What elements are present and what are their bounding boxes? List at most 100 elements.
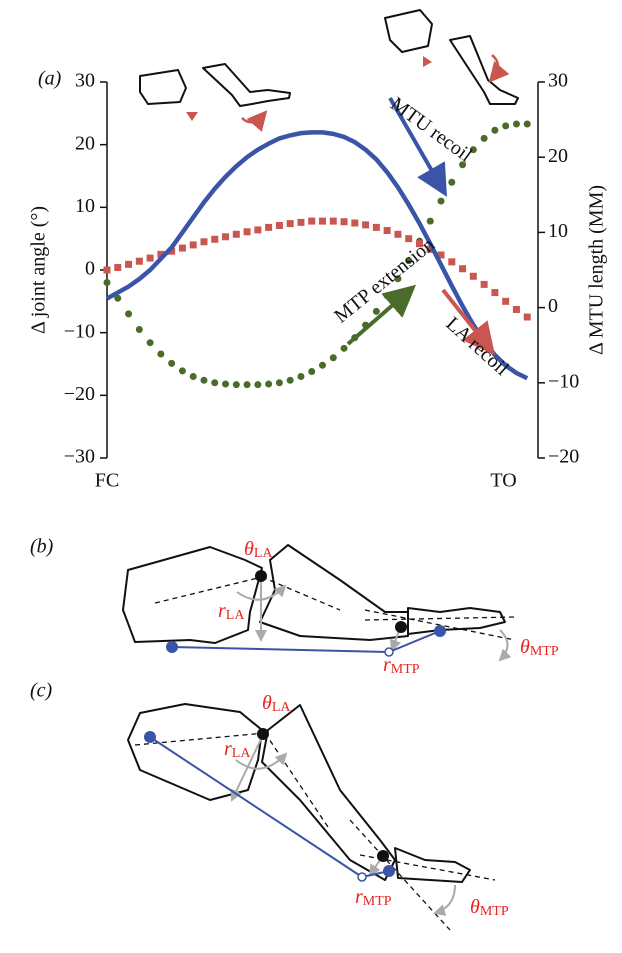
point (178, 367, 186, 375)
point (512, 305, 520, 313)
point (200, 376, 208, 384)
point (329, 354, 337, 362)
theta-mtp-label: θMTP (470, 896, 509, 920)
point (243, 228, 251, 236)
point (297, 373, 305, 381)
point (523, 120, 531, 128)
annotation: LA recoil (442, 313, 514, 381)
point (319, 361, 326, 369)
annotation-arrow (441, 288, 495, 356)
point (125, 310, 133, 318)
y2-tick-label: −20 (548, 446, 579, 468)
point (222, 380, 230, 388)
point (286, 220, 294, 228)
point (340, 218, 348, 226)
point (275, 379, 283, 387)
y2-tick-label: 0 (548, 295, 558, 317)
point (232, 230, 240, 238)
point (480, 134, 488, 142)
point (512, 120, 520, 128)
point (114, 294, 122, 302)
point (211, 379, 219, 387)
point (222, 233, 230, 241)
point (168, 247, 176, 255)
point (135, 257, 143, 265)
y-tick-label: −10 (64, 320, 95, 342)
point (415, 240, 423, 248)
point (265, 223, 273, 231)
point (340, 344, 348, 352)
point (103, 279, 111, 287)
point (308, 217, 316, 225)
point (383, 227, 391, 235)
point (265, 380, 273, 388)
point (146, 339, 154, 347)
panel-label: (c) (30, 680, 53, 702)
point (254, 381, 262, 389)
y2-axis-label: Δ MTU length (MM) (586, 185, 608, 355)
point (146, 254, 154, 262)
point (405, 257, 413, 265)
point (394, 275, 402, 283)
y-tick-label: 30 (75, 70, 95, 92)
panel-label: (b) (30, 536, 54, 558)
point (469, 146, 477, 154)
point (480, 280, 488, 288)
point (125, 260, 133, 268)
annotation: MTU recoil (386, 93, 476, 167)
point (426, 245, 434, 253)
point (394, 230, 402, 238)
point (200, 238, 208, 246)
y-tick-label: 10 (75, 195, 95, 217)
point (135, 326, 143, 334)
point (362, 221, 370, 229)
point (157, 250, 165, 258)
annotation-arrow (388, 97, 447, 197)
point (372, 223, 380, 231)
point (286, 376, 294, 384)
point (232, 381, 240, 389)
point (437, 251, 445, 259)
theta-mtp-label: θMTP (520, 636, 559, 660)
point (319, 217, 326, 225)
point (502, 297, 510, 305)
foot-diagram (122, 544, 516, 662)
point (459, 161, 467, 169)
point (459, 265, 467, 273)
r-la-label: rLA (224, 738, 251, 762)
y-axis-label: Δ joint angle (°) (28, 206, 50, 334)
point (491, 289, 499, 297)
y-tick-label: −30 (64, 446, 95, 468)
point (211, 235, 219, 243)
x-tick-label: FC (95, 470, 119, 492)
r-mtp-label: rMTP (355, 886, 392, 910)
point (297, 218, 305, 226)
theta-la-label: θLA (244, 538, 273, 562)
point (308, 368, 316, 376)
point (157, 350, 165, 358)
point (491, 126, 499, 134)
point (437, 197, 445, 205)
y-tick-label: −20 (64, 383, 95, 405)
point (275, 222, 283, 230)
point (103, 266, 111, 274)
y-tick-label: 20 (75, 132, 95, 154)
point (448, 178, 456, 186)
y2-tick-label: −10 (548, 370, 579, 392)
y2-tick-label: 20 (548, 145, 568, 167)
point (351, 219, 359, 227)
point (448, 258, 456, 266)
y2-tick-label: 10 (548, 220, 568, 242)
y2-tick-label: 30 (548, 70, 568, 92)
panel-label: (a) (38, 68, 62, 90)
r-mtp-label: rMTP (383, 654, 420, 678)
point (189, 373, 197, 381)
theta-la-label: θLA (262, 692, 291, 716)
point (168, 359, 176, 367)
foot-diagram (127, 703, 496, 931)
x-tick-label: TO (490, 470, 516, 492)
point (114, 263, 122, 271)
y-tick-label: 0 (85, 258, 95, 280)
point (329, 217, 337, 225)
